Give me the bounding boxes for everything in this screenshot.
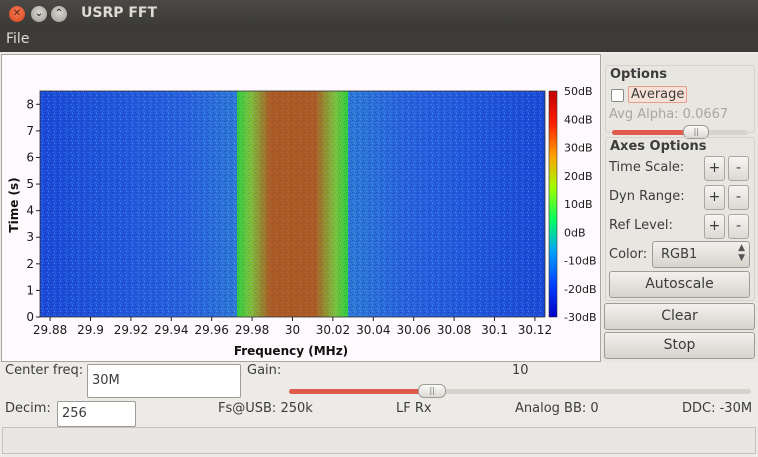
x-tick-label: 30.06	[397, 323, 431, 337]
y-tick-label: 0	[26, 310, 34, 324]
color-select-value: RGB1	[661, 247, 698, 262]
status-bar	[2, 427, 756, 454]
x-tick-label: 30	[285, 323, 300, 337]
colorbar-tick-label: 0dB	[564, 226, 586, 239]
y-tick-label: 4	[26, 204, 34, 218]
ref-level-label: Ref Level:	[609, 218, 673, 233]
center-freq-input[interactable]: 30M	[87, 364, 241, 398]
x-tick-label: 30.08	[437, 323, 471, 337]
color-select[interactable]: RGB1 ▲ ▼	[652, 241, 750, 268]
axes-options-group: Axes Options Time Scale: + - Dyn Range: …	[605, 137, 755, 301]
color-label: Color:	[609, 247, 648, 262]
avg-alpha-slider-handle[interactable]: ||	[683, 125, 710, 139]
ref-level-minus-button[interactable]: -	[728, 214, 749, 239]
clear-button[interactable]: Clear	[604, 303, 755, 330]
minimize-icon[interactable]: ⌄	[31, 6, 47, 22]
avg-alpha-slider-fill	[612, 130, 697, 135]
analog-bb-text: Analog BB: 0	[515, 401, 599, 416]
colorbar-tick-label: -20dB	[564, 283, 597, 296]
dyn-range-plus-button[interactable]: +	[704, 185, 725, 210]
window-title: USRP FFT	[81, 5, 158, 21]
y-axis: 0 1 2 3 4 5 6 7 8	[26, 97, 40, 324]
x-tick-label: 29.92	[114, 323, 148, 337]
time-scale-minus-button[interactable]: -	[728, 156, 749, 181]
x-tick-label: 29.9	[77, 323, 104, 337]
x-tick-label: 30.04	[356, 323, 390, 337]
x-tick-label: 30.12	[518, 323, 552, 337]
colorbar-tick-label: 30dB	[564, 142, 593, 155]
dyn-range-minus-button[interactable]: -	[728, 185, 749, 210]
options-group: Options Average Avg Alpha: 0.0667 ||	[605, 65, 755, 139]
decim-label: Decim:	[5, 401, 51, 416]
colorbar-tick-label: 40dB	[564, 113, 593, 126]
x-axis-label: Frequency (MHz)	[234, 344, 348, 358]
colorbar-tick-label: -30dB	[564, 311, 597, 324]
autoscale-button[interactable]: Autoscale	[609, 271, 750, 298]
x-tick-label: 29.96	[195, 323, 229, 337]
ddc-text: DDC: -30M	[682, 401, 753, 416]
y-tick-label: 6	[26, 150, 34, 164]
menu-file[interactable]: File	[6, 31, 30, 47]
y-tick-label: 7	[26, 124, 34, 138]
y-tick-label: 8	[26, 97, 34, 111]
title-bar: ✕ ⌄ ⌃ USRP FFT	[0, 0, 758, 28]
gain-slider-handle[interactable]: ||	[418, 384, 447, 398]
plot-area: 0 1 2 3 4 5 6 7 8 29.88 29.9 29.92 29.94 29.96 29.98 3…	[1, 54, 601, 362]
colorbar-tick-label: 50dB	[564, 85, 593, 98]
menu-bar: File	[0, 28, 758, 52]
x-axis: 29.88 29.9 29.92 29.94 29.96 29.98 30 30.02 30.0…	[33, 317, 552, 337]
y-tick-label: 5	[26, 177, 34, 191]
x-tick-label: 29.88	[33, 323, 67, 337]
stop-button[interactable]: Stop	[604, 332, 755, 359]
lf-rx-text: LF Rx	[396, 401, 432, 416]
x-tick-label: 29.98	[235, 323, 269, 337]
gain-slider[interactable]: ||	[289, 384, 751, 398]
average-checkbox[interactable]	[611, 89, 624, 102]
gain-value: 10	[512, 363, 529, 378]
time-scale-label: Time Scale:	[609, 160, 685, 175]
y-tick-label: 3	[26, 230, 34, 244]
colorbar-tick-label: -10dB	[564, 255, 597, 268]
x-tick-label: 29.94	[154, 323, 188, 337]
options-title: Options	[610, 67, 667, 82]
side-panel: Options Average Avg Alpha: 0.0667 || Axe…	[602, 54, 758, 362]
avg-alpha-slider[interactable]: ||	[612, 125, 748, 139]
close-icon[interactable]: ✕	[9, 6, 25, 22]
colorbar-gradient	[548, 90, 558, 318]
time-scale-plus-button[interactable]: +	[704, 156, 725, 181]
waterfall-chart: 0 1 2 3 4 5 6 7 8 29.88 29.9 29.92 29.94 29.96 29.98 3…	[7, 85, 597, 358]
y-tick-label: 2	[26, 257, 34, 271]
avg-alpha-label: Avg Alpha: 0.0667	[609, 107, 729, 122]
colorbar-tick-label: 20dB	[564, 170, 593, 183]
ref-level-plus-button[interactable]: +	[704, 214, 725, 239]
x-tick-label: 30.1	[481, 323, 508, 337]
dyn-range-label: Dyn Range:	[609, 189, 685, 204]
chevron-updown-icon: ▲ ▼	[738, 243, 745, 263]
colorbar: 50dB 40dB 30dB 20dB 10dB 0dB -10dB -20dB -30dB	[548, 85, 597, 324]
center-freq-label: Center freq:	[5, 363, 84, 378]
gain-label: Gain:	[247, 363, 282, 378]
gain-slider-fill	[289, 389, 433, 394]
fs-usb-text: Fs@USB: 250k	[218, 401, 313, 416]
y-axis-label: Time (s)	[7, 177, 21, 232]
heatmap-signal-noise	[236, 91, 349, 317]
axes-options-title: Axes Options	[610, 139, 707, 154]
colorbar-tick-label: 10dB	[564, 198, 593, 211]
average-label: Average	[628, 86, 688, 103]
heatmap-canvas	[39, 90, 546, 318]
x-tick-label: 30.02	[316, 323, 350, 337]
maximize-icon[interactable]: ⌃	[51, 6, 67, 22]
decim-input[interactable]: 256	[57, 401, 136, 427]
y-tick-label: 1	[26, 283, 34, 297]
